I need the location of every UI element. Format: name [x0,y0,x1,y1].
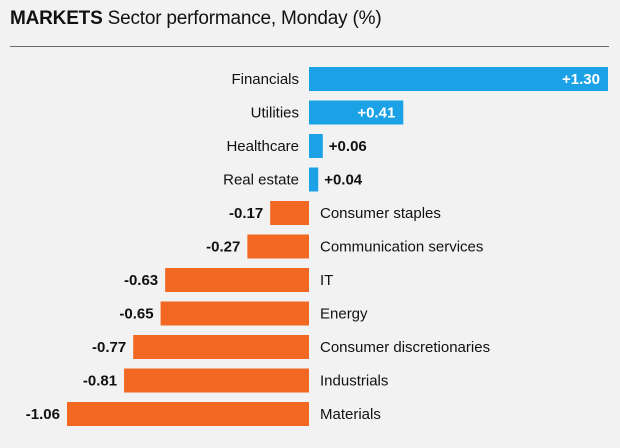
category-label: Materials [320,406,381,423]
bar-industrials [124,368,309,393]
value-label: +0.06 [329,138,367,155]
title-divider [10,46,609,47]
value-label: -0.17 [229,205,263,222]
value-label: +0.41 [357,105,395,122]
value-label: -1.06 [26,406,60,423]
category-label: Energy [320,306,368,323]
bar-healthcare [309,134,323,158]
category-label: Healthcare [226,138,299,155]
category-label: IT [320,272,333,289]
title-text: Sector performance, Monday (%) [107,8,382,29]
bar-utilities [309,100,404,125]
category-label: Consumer staples [320,205,441,222]
bar-consumer-discretionaries [133,335,309,359]
title-kicker: MARKETS [10,8,103,29]
bar-communication-services [247,234,309,259]
bar-real-estate [309,167,319,192]
value-label: -0.77 [92,339,126,356]
bar-consumer-staples [270,201,309,225]
bar-energy [160,301,309,326]
value-label: -0.81 [83,373,117,390]
value-label: -0.27 [206,239,240,256]
value-label: +1.30 [562,71,600,88]
category-label: Consumer discretionaries [320,339,490,356]
bar-materials [67,402,309,426]
category-label: Financials [231,71,299,88]
value-label: -0.63 [124,272,158,289]
category-label: Real estate [223,172,299,189]
value-label: -0.65 [119,306,153,323]
value-label: +0.04 [324,172,363,189]
chart-title: MARKETS Sector performance, Monday (%) [10,8,382,30]
category-label: Communication services [320,239,483,256]
bar-financials [309,67,608,91]
category-label: Industrials [320,373,388,390]
category-label: Utilities [251,105,299,122]
bar-it [165,268,309,292]
